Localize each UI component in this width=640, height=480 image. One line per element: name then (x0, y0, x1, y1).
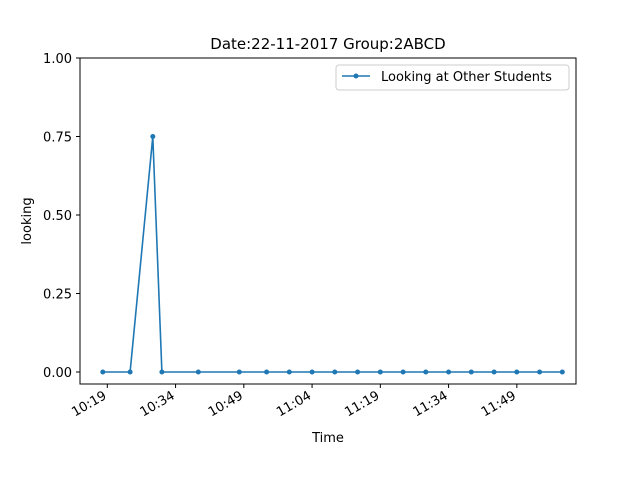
data-point (264, 369, 270, 375)
x-axis-title: Time (311, 431, 344, 446)
data-point (446, 369, 452, 375)
data-point (127, 369, 133, 375)
y-axis: 0.00 0.25 0.50 0.75 1.00 (43, 52, 80, 381)
data-point (195, 369, 201, 375)
data-point (423, 369, 429, 375)
plot-area (80, 58, 576, 384)
x-tick-label: 11:04 (274, 388, 314, 420)
data-point (236, 369, 242, 375)
data-point (537, 369, 543, 375)
y-axis-title: looking (20, 197, 35, 244)
series-points (100, 134, 565, 375)
data-point (150, 134, 156, 139)
x-axis: 10:19 10:34 10:49 11:04 11:19 11:34 11:49 (69, 384, 519, 420)
legend-marker-sample (353, 73, 359, 79)
legend-box (335, 64, 570, 91)
x-tick-label: 10:19 (69, 388, 109, 420)
data-point (559, 369, 565, 375)
y-tick-label: 0.75 (43, 131, 72, 146)
y-tick-label: 0.50 (43, 209, 72, 224)
y-tick-label: 0.25 (43, 288, 72, 303)
data-point (514, 369, 520, 375)
x-tick-label: 11:19 (342, 388, 382, 420)
data-point (468, 369, 474, 375)
data-point (332, 369, 338, 375)
data-point (100, 369, 106, 375)
data-point (377, 369, 383, 375)
data-point (400, 369, 406, 375)
series-line (102, 136, 563, 373)
x-tick-label: 11:34 (411, 388, 451, 420)
x-tick-label: 10:49 (206, 388, 246, 420)
data-point (309, 369, 315, 375)
y-tick-label: 0.00 (43, 366, 72, 381)
chart-title: Date:22-11-2017 Group:2ABCD (210, 35, 445, 53)
y-tick-label: 1.00 (43, 52, 72, 67)
data-point (355, 369, 361, 375)
data-point (491, 369, 497, 375)
data-point (159, 369, 165, 375)
data-point (286, 369, 292, 375)
plot-frame (79, 57, 577, 385)
x-tick-label: 10:34 (138, 388, 178, 420)
legend: Looking at Other Students (335, 64, 570, 91)
x-tick-label: 11:49 (479, 388, 519, 420)
legend-label: Looking at Other Students (381, 70, 552, 85)
